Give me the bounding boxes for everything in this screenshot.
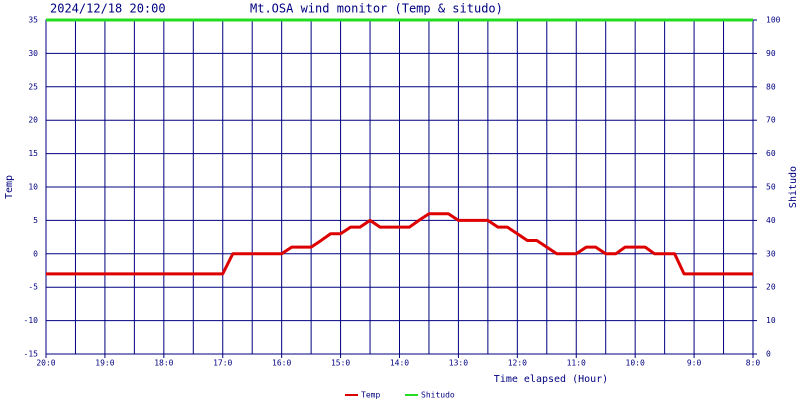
y-tick-label: 30 — [28, 49, 38, 58]
y2-axis-label: Shitudo — [788, 166, 799, 208]
x-tick-label: 11:0 — [567, 359, 586, 368]
x-tick-label: 12:0 — [508, 359, 527, 368]
legend-label: Shitudo — [421, 391, 455, 400]
y2-tick-label: 20 — [766, 283, 776, 292]
y-tick-label: -10 — [24, 316, 39, 325]
y-tick-label: 5 — [33, 216, 38, 225]
y-tick-label: 25 — [28, 82, 38, 91]
y2-tick-label: 100 — [766, 16, 781, 25]
y2-tick-label: 40 — [766, 216, 776, 225]
y-tick-label: 35 — [28, 16, 38, 25]
y-tick-label: -5 — [28, 283, 38, 292]
x-tick-label: 8:0 — [746, 359, 761, 368]
x-tick-label: 15:0 — [331, 359, 350, 368]
x-tick-label: 18:0 — [154, 359, 173, 368]
y-axis-label: Temp — [4, 175, 15, 199]
y2-tick-label: 70 — [766, 116, 776, 125]
x-axis-label: Time elapsed (Hour) — [494, 374, 608, 385]
x-tick-label: 17:0 — [213, 359, 232, 368]
x-tick-label: 19:0 — [95, 359, 114, 368]
y-tick-label: 20 — [28, 116, 38, 125]
y-tick-label: 10 — [28, 183, 38, 192]
y-tick-label: -15 — [24, 350, 39, 359]
chart-title: Mt.OSA wind monitor (Temp & situdo) — [250, 2, 503, 16]
y2-tick-label: 30 — [766, 249, 776, 258]
chart-subtitle: 2024/12/18 20:00 — [50, 2, 166, 16]
y2-tick-label: 80 — [766, 82, 776, 91]
y2-tick-label: 0 — [766, 350, 771, 359]
y-tick-label: 15 — [28, 149, 38, 158]
y2-tick-label: 60 — [766, 149, 776, 158]
y2-tick-label: 10 — [766, 316, 776, 325]
y2-tick-label: 50 — [766, 183, 776, 192]
x-tick-label: 14:0 — [390, 359, 409, 368]
y-tick-label: 0 — [33, 249, 38, 258]
legend-label: Temp — [361, 391, 380, 400]
y2-tick-label: 90 — [766, 49, 776, 58]
x-tick-label: 10:0 — [626, 359, 645, 368]
x-tick-label: 16:0 — [272, 359, 291, 368]
series-line — [46, 212, 753, 276]
x-tick-label: 13:0 — [449, 359, 468, 368]
x-tick-label: 20:0 — [36, 359, 55, 368]
x-tick-label: 9:0 — [687, 359, 702, 368]
